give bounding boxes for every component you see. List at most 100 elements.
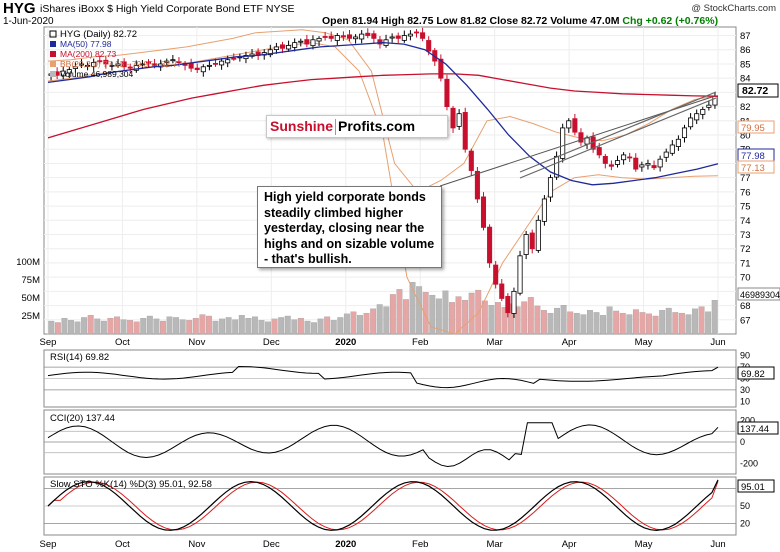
- volume-bar: [370, 308, 377, 335]
- candle-body: [267, 49, 273, 56]
- x-tick-label: Sep: [40, 539, 57, 550]
- price-tick-label: 82: [740, 102, 751, 113]
- price-legend: HYG (Daily) 82.72 MA(50) 77.98 MA(200) 8…: [49, 29, 182, 79]
- bb-upper-line: [47, 29, 719, 193]
- tag-rsi-bg: [737, 366, 775, 380]
- rsi-tick-label: 90: [740, 351, 750, 361]
- candle-body: [645, 163, 651, 166]
- volume-bar: [48, 320, 55, 335]
- tag-volume-bg: [737, 287, 780, 301]
- volume-bar: [573, 312, 580, 335]
- volume-bar: [540, 310, 547, 335]
- volume-bar: [186, 320, 193, 335]
- candle-body: [523, 234, 529, 255]
- legend-price: HYG (Daily) 82.72: [60, 29, 137, 40]
- candle-body: [602, 155, 608, 164]
- volume-bar: [114, 316, 120, 335]
- legend-ma50: MA(50) 77.98: [60, 39, 112, 49]
- volume-bar: [291, 319, 298, 335]
- candle-body: [359, 33, 365, 40]
- volume-bar: [672, 312, 679, 335]
- volume-bar: [173, 317, 180, 335]
- candle-body: [480, 196, 487, 228]
- volume-bar: [508, 303, 515, 335]
- candle-body: [346, 34, 353, 39]
- candle-body: [200, 66, 206, 73]
- candle-body: [627, 156, 633, 159]
- price-tick-label: 75: [740, 202, 751, 213]
- logo-divider: [335, 119, 337, 136]
- tag-ma50: 77.98: [741, 151, 765, 162]
- price-tick-label: 67: [740, 315, 751, 326]
- x-tick-label: Oct: [115, 337, 130, 348]
- candle-body: [97, 60, 103, 63]
- candle-body: [66, 69, 72, 74]
- candle-body: [371, 33, 377, 39]
- candle-body: [72, 66, 78, 69]
- volume-bar: [488, 305, 495, 335]
- candle-body: [511, 290, 517, 314]
- price-tick-label: 77: [740, 173, 751, 184]
- volume-bar: [357, 315, 363, 335]
- volume-bar: [449, 302, 455, 335]
- volume-bar: [632, 309, 639, 335]
- candle-body: [614, 160, 621, 165]
- volume-bar: [205, 315, 212, 335]
- volume-bar: [61, 318, 68, 335]
- stockcharts-credit[interactable]: @ StockCharts.com: [691, 3, 776, 14]
- volume-bar: [337, 317, 344, 335]
- rsi-tick-label: 10: [740, 396, 750, 406]
- volume-bar: [678, 312, 685, 335]
- candle-body: [426, 40, 432, 52]
- tag-volume: 46989304: [740, 290, 780, 300]
- volume-bar: [409, 282, 416, 335]
- volume-bar: [481, 300, 488, 335]
- candle-body: [328, 35, 334, 39]
- quote-date: 1-Jun-2020: [3, 16, 54, 27]
- volume-bar: [74, 321, 81, 335]
- candle-body: [158, 63, 164, 68]
- candle-body: [115, 63, 121, 67]
- tag-close: 82.72: [742, 85, 768, 97]
- volume-bar: [429, 294, 436, 335]
- x-tick-label: Mar: [486, 337, 502, 348]
- price-tick-label: 86: [740, 45, 751, 56]
- legend-ma200: MA(200) 82.73: [60, 49, 116, 59]
- candle-body: [316, 37, 322, 42]
- candle-body: [529, 232, 535, 250]
- price-tick-label: 72: [740, 244, 751, 255]
- cci-tick-label: 200: [740, 416, 755, 426]
- candle-body: [621, 154, 627, 161]
- x-tick-label: Nov: [188, 337, 205, 348]
- cci-line: [47, 422, 719, 468]
- candle-body: [353, 36, 359, 40]
- trendline-upper: [519, 91, 717, 173]
- logo-part-profits: Profits.com: [338, 118, 416, 134]
- sunshine-profits-logo: Sunshine Profits.com: [266, 115, 448, 138]
- volume-bar: [94, 318, 101, 335]
- volume-bar: [527, 297, 534, 335]
- volume-bar: [166, 316, 173, 335]
- volume-bar: [580, 314, 587, 335]
- candle-body: [444, 78, 450, 107]
- ma50-line: [47, 41, 719, 186]
- candle-body: [474, 170, 480, 200]
- candle-body: [706, 104, 712, 108]
- candle-body: [700, 109, 706, 115]
- volume-bar: [462, 300, 469, 335]
- candle-body: [413, 31, 420, 34]
- candle-body: [608, 164, 614, 167]
- candle-body: [60, 70, 66, 77]
- tag-sto: 95.01: [741, 482, 765, 493]
- candle-body: [103, 59, 109, 65]
- candle-body: [420, 32, 426, 39]
- candle-body: [578, 132, 584, 143]
- candle-body: [365, 32, 371, 36]
- volume-bar: [403, 299, 409, 335]
- sto-d-line: [47, 481, 719, 531]
- legend-volume-swatch: [50, 71, 56, 77]
- volume-bar: [435, 298, 442, 335]
- volume-bar: [192, 318, 199, 335]
- candle-body: [499, 283, 505, 299]
- trendline-lower: [519, 97, 717, 179]
